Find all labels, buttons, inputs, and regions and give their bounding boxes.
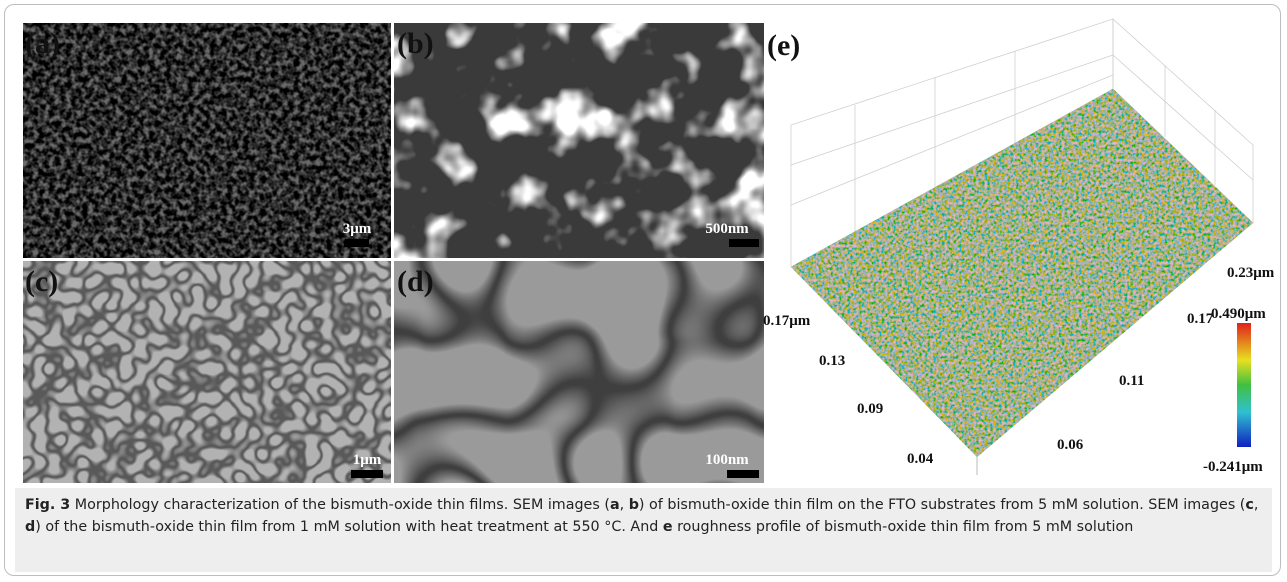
axis-label: 0.13 <box>819 353 845 369</box>
axis-label: 0.06 <box>1057 437 1084 453</box>
sem-panel-c: (c) 1μm <box>23 261 391 483</box>
sem-texture <box>394 261 764 483</box>
colorbar-min: -0.241μm <box>1203 459 1263 475</box>
scale-bar <box>729 239 759 247</box>
scale-bar <box>345 239 369 247</box>
sem-texture <box>23 23 391 258</box>
axis-label: 0.11 <box>1119 373 1144 389</box>
caption-ref: a <box>610 497 620 513</box>
colorbar-max: 0.490μm <box>1211 306 1266 322</box>
sem-panel-b: (b) 500nm <box>394 23 764 258</box>
caption: Fig. 3 Morphology characterization of th… <box>15 488 1272 572</box>
caption-ref: b <box>629 497 639 513</box>
axis-label: 0.04 <box>907 451 934 467</box>
caption-ref: c <box>1245 497 1253 513</box>
scale-bar-label: 100nm <box>705 452 749 468</box>
caption-text: , <box>1254 497 1259 513</box>
panel-label: (e) <box>767 29 800 62</box>
caption-label: Fig. 3 <box>25 497 70 513</box>
scale-bar-label: 1μm <box>353 452 382 468</box>
caption-text: ) of bismuth-oxide thin film on the FTO … <box>639 497 1245 513</box>
caption-text: Morphology characterization of the bismu… <box>70 497 610 513</box>
scale-bar <box>727 470 759 478</box>
caption-ref: e <box>663 519 673 535</box>
panel-label: (a) <box>25 27 60 60</box>
figure-frame: (a) 3μm (b) 500nm (c) 1μm (d) 100nm (e) <box>4 4 1281 576</box>
axis-label: 0.17μm <box>763 313 811 329</box>
figure-images: (a) 3μm (b) 500nm (c) 1μm (d) 100nm (e) <box>5 5 1281 485</box>
scale-bar-label: 3μm <box>343 221 372 237</box>
caption-text: roughness profile of bismuth-oxide thin … <box>673 519 1134 535</box>
panel-label: (d) <box>397 265 434 298</box>
panel-label: (b) <box>397 27 434 60</box>
sem-panel-d: (d) 100nm <box>394 261 764 483</box>
scale-bar <box>351 470 383 478</box>
axis-label: 0.23μm <box>1227 265 1275 281</box>
sem-texture <box>23 261 391 483</box>
caption-text: ) of the bismuth-oxide thin film from 1 … <box>35 519 663 535</box>
panel-label: (c) <box>25 265 58 298</box>
caption-text: , <box>620 497 629 513</box>
roughness-panel-e: (e) 0.23μm 0.17 0.11 0.06 0.17μm 0.13 0.… <box>763 19 1275 475</box>
sem-panel-a: (a) 3μm <box>23 23 391 258</box>
scale-bar-label: 500nm <box>705 221 749 237</box>
axis-label: 0.17 <box>1187 311 1214 327</box>
axis-label: 0.09 <box>857 401 883 417</box>
colorbar <box>1237 323 1251 447</box>
caption-ref: d <box>25 519 35 535</box>
